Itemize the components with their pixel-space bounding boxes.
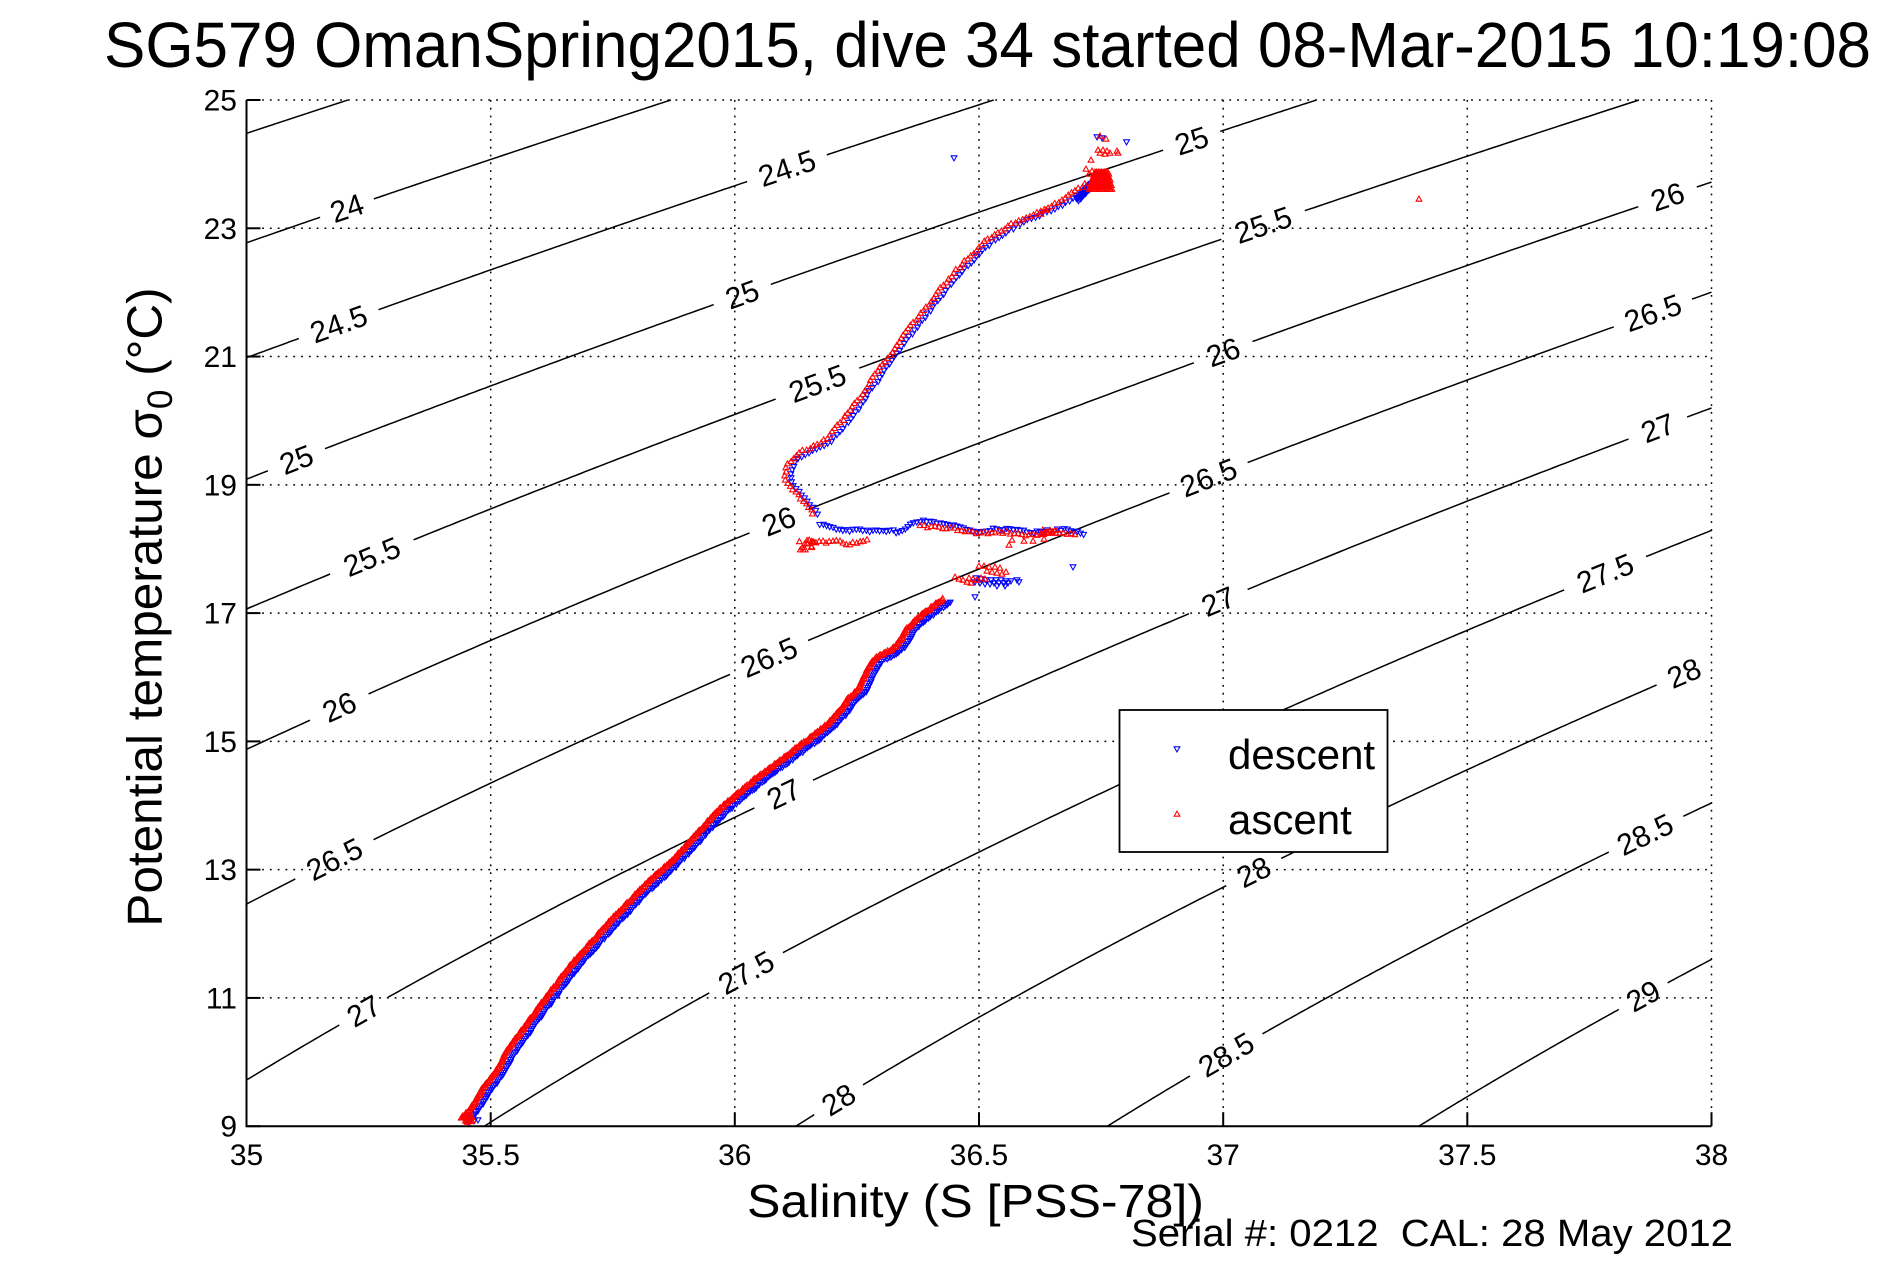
svg-text:11: 11 xyxy=(206,982,237,1015)
svg-text:19: 19 xyxy=(204,469,237,502)
svg-text:13: 13 xyxy=(204,854,237,887)
svg-text:ascent: ascent xyxy=(1228,796,1352,843)
svg-text:35.5: 35.5 xyxy=(462,1139,520,1172)
svg-text:descent: descent xyxy=(1228,731,1375,778)
svg-text:17: 17 xyxy=(204,598,237,631)
svg-text:Salinity (S [PSS-78]): Salinity (S [PSS-78]) xyxy=(747,1175,1204,1227)
svg-text:21: 21 xyxy=(204,341,237,374)
svg-text:15: 15 xyxy=(204,726,237,759)
svg-text:25: 25 xyxy=(204,85,237,118)
svg-text:9: 9 xyxy=(220,1111,237,1144)
svg-text:36.5: 36.5 xyxy=(950,1139,1008,1172)
svg-text:SG579 OmanSpring2015, dive 34: SG579 OmanSpring2015, dive 34 started 08… xyxy=(104,9,1871,81)
svg-text:38: 38 xyxy=(1695,1139,1728,1172)
svg-text:37.5: 37.5 xyxy=(1438,1139,1496,1172)
svg-text:Serial #: 0212 CAL: 28 May 20: Serial #: 0212 CAL: 28 May 2012 xyxy=(1131,1213,1733,1255)
svg-text:35: 35 xyxy=(230,1139,263,1172)
svg-text:23: 23 xyxy=(204,213,237,246)
svg-text:37: 37 xyxy=(1207,1139,1240,1172)
svg-text:Potential temperature σ0 (°C): Potential temperature σ0 (°C) xyxy=(118,287,181,926)
svg-text:36: 36 xyxy=(718,1139,751,1172)
